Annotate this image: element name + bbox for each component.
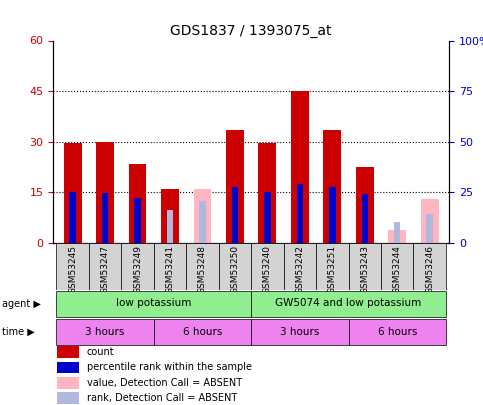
Text: percentile rank within the sample: percentile rank within the sample xyxy=(87,362,252,373)
Bar xyxy=(70,192,76,243)
Title: GDS1837 / 1393075_at: GDS1837 / 1393075_at xyxy=(170,24,332,38)
Text: low potassium: low potassium xyxy=(116,298,191,308)
Text: value, Detection Call = ABSENT: value, Detection Call = ABSENT xyxy=(87,378,242,388)
FancyBboxPatch shape xyxy=(219,243,251,290)
Text: count: count xyxy=(87,347,114,357)
Bar xyxy=(426,214,433,243)
FancyBboxPatch shape xyxy=(89,243,121,290)
Text: 3 hours: 3 hours xyxy=(280,326,320,337)
Text: agent ▶: agent ▶ xyxy=(2,299,41,309)
Bar xyxy=(297,184,303,243)
FancyBboxPatch shape xyxy=(251,291,446,317)
FancyBboxPatch shape xyxy=(284,243,316,290)
Bar xyxy=(57,346,79,358)
Bar xyxy=(167,210,173,243)
Bar xyxy=(57,362,79,373)
Text: GSM53251: GSM53251 xyxy=(328,245,337,294)
FancyBboxPatch shape xyxy=(121,243,154,290)
Text: GSM53250: GSM53250 xyxy=(230,245,240,294)
Bar xyxy=(226,130,244,243)
FancyBboxPatch shape xyxy=(57,319,154,345)
Bar xyxy=(64,143,82,243)
Bar xyxy=(57,392,79,404)
Bar xyxy=(394,222,400,243)
Bar xyxy=(134,198,141,243)
Bar xyxy=(232,187,238,243)
FancyBboxPatch shape xyxy=(349,243,381,290)
Bar xyxy=(264,192,270,243)
Bar xyxy=(291,91,309,243)
FancyBboxPatch shape xyxy=(413,243,446,290)
FancyBboxPatch shape xyxy=(251,319,349,345)
Text: GW5074 and low potassium: GW5074 and low potassium xyxy=(275,298,422,308)
FancyBboxPatch shape xyxy=(57,243,89,290)
Bar xyxy=(161,189,179,243)
FancyBboxPatch shape xyxy=(349,319,446,345)
Text: GSM53243: GSM53243 xyxy=(360,245,369,294)
FancyBboxPatch shape xyxy=(251,243,284,290)
Text: GSM53240: GSM53240 xyxy=(263,245,272,294)
Bar xyxy=(194,189,212,243)
FancyBboxPatch shape xyxy=(57,291,251,317)
Text: 3 hours: 3 hours xyxy=(85,326,125,337)
Text: GSM53242: GSM53242 xyxy=(296,245,304,294)
Bar xyxy=(421,199,439,243)
Bar xyxy=(329,187,336,243)
FancyBboxPatch shape xyxy=(154,243,186,290)
Bar xyxy=(356,167,374,243)
Bar xyxy=(388,230,406,243)
Text: 6 hours: 6 hours xyxy=(378,326,417,337)
Bar xyxy=(199,202,206,243)
Text: time ▶: time ▶ xyxy=(2,327,35,337)
Bar xyxy=(324,130,341,243)
Text: GSM53249: GSM53249 xyxy=(133,245,142,294)
Bar xyxy=(362,194,368,243)
Text: 6 hours: 6 hours xyxy=(183,326,222,337)
Text: rank, Detection Call = ABSENT: rank, Detection Call = ABSENT xyxy=(87,393,237,403)
FancyBboxPatch shape xyxy=(154,319,251,345)
Bar xyxy=(57,377,79,388)
FancyBboxPatch shape xyxy=(381,243,413,290)
FancyBboxPatch shape xyxy=(186,243,219,290)
Bar xyxy=(128,164,146,243)
Text: GSM53244: GSM53244 xyxy=(393,245,402,294)
Text: GSM53245: GSM53245 xyxy=(68,245,77,294)
Text: GSM53248: GSM53248 xyxy=(198,245,207,294)
Text: GSM53247: GSM53247 xyxy=(100,245,110,294)
Text: GSM53246: GSM53246 xyxy=(425,245,434,294)
Text: GSM53241: GSM53241 xyxy=(166,245,174,294)
Bar xyxy=(96,142,114,243)
FancyBboxPatch shape xyxy=(316,243,349,290)
Bar xyxy=(102,194,108,243)
Bar xyxy=(258,143,276,243)
